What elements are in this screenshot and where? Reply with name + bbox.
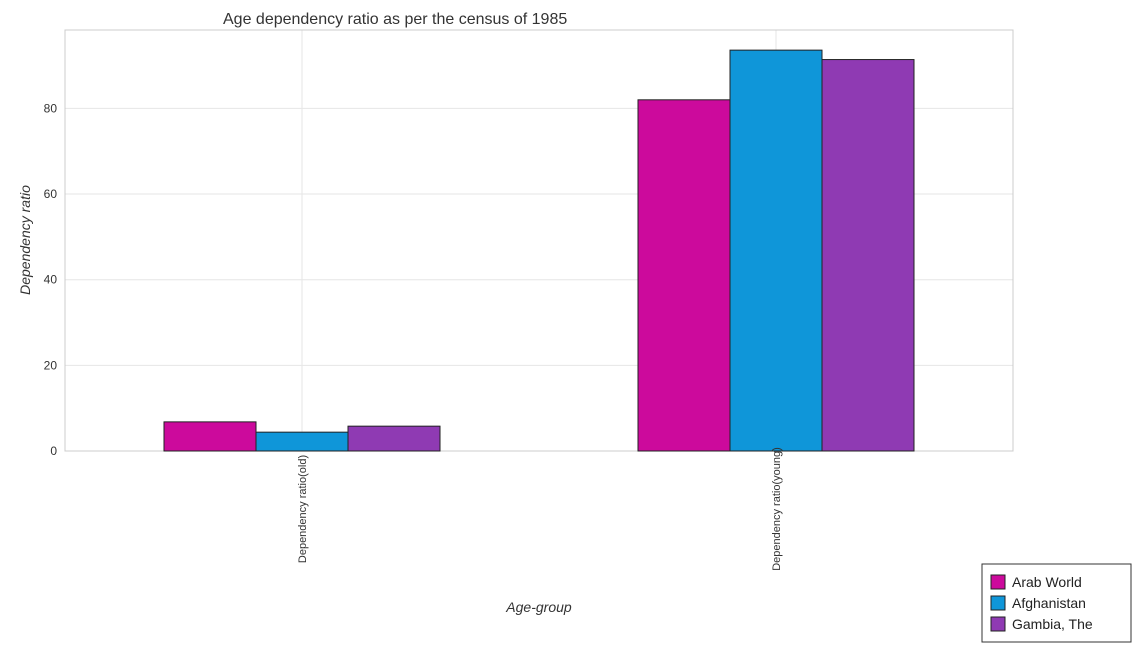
- y-tick-label: 0: [50, 444, 57, 458]
- legend-swatch: [990, 595, 1006, 611]
- plot-frame: [64, 29, 1014, 452]
- y-axis-ticks: 0 20 40 60 80: [44, 101, 58, 458]
- bar-afghanistan-1: [729, 49, 823, 452]
- bar-gambia-the-0: [347, 425, 441, 452]
- bars: [163, 49, 915, 452]
- y-tick-label: 80: [44, 101, 58, 115]
- bar-arab-world-0: [163, 421, 257, 452]
- bar-afghanistan-0: [255, 431, 349, 452]
- legend-swatch: [990, 574, 1006, 590]
- x-tick-label: Dependency ratio(young): [771, 447, 783, 571]
- x-tick-label: Dependency ratio(old): [297, 455, 309, 563]
- x-axis-label: Age-group: [505, 599, 572, 615]
- legend-label: Arab World: [1012, 574, 1082, 590]
- bar-arab-world-1: [637, 99, 731, 452]
- y-tick-label: 20: [44, 358, 58, 372]
- legend-box: [981, 563, 1132, 643]
- legend-swatch: [990, 616, 1006, 632]
- legend: Arab World Afghanistan Gambia, The: [981, 563, 1132, 643]
- y-tick-label: 40: [44, 273, 58, 287]
- legend-label: Gambia, The: [1012, 616, 1093, 632]
- y-axis-label: Dependency ratio: [17, 185, 33, 295]
- bar-gambia-the-1: [821, 59, 915, 452]
- legend-label: Afghanistan: [1012, 595, 1086, 611]
- y-tick-label: 60: [44, 187, 58, 201]
- x-axis-ticks: Dependency ratio(old) Dependency ratio(yo…: [297, 447, 783, 571]
- chart-title: Age dependency ratio as per the census o…: [223, 11, 567, 28]
